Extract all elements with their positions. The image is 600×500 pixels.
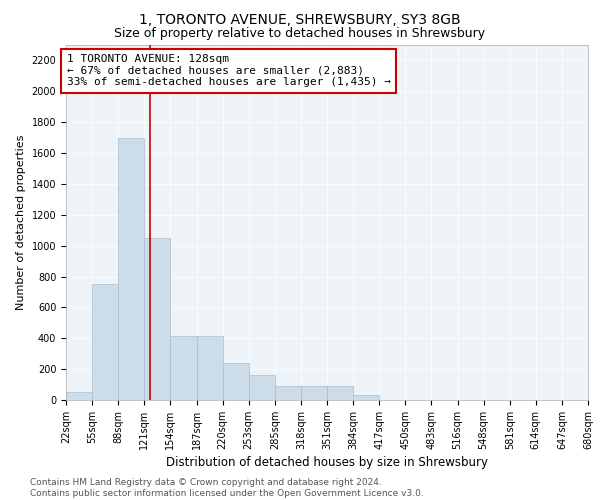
Bar	[353, 396, 379, 400]
Bar	[249, 376, 275, 400]
Y-axis label: Number of detached properties: Number of detached properties	[16, 135, 26, 310]
Bar	[301, 386, 327, 400]
Bar	[118, 138, 144, 400]
Text: Contains HM Land Registry data © Crown copyright and database right 2024.
Contai: Contains HM Land Registry data © Crown c…	[30, 478, 424, 498]
Bar	[145, 238, 170, 400]
Bar	[197, 336, 223, 400]
Bar	[92, 284, 118, 400]
Bar	[275, 386, 301, 400]
Text: Size of property relative to detached houses in Shrewsbury: Size of property relative to detached ho…	[115, 28, 485, 40]
Bar	[170, 336, 197, 400]
Text: 1 TORONTO AVENUE: 128sqm
← 67% of detached houses are smaller (2,883)
33% of sem: 1 TORONTO AVENUE: 128sqm ← 67% of detach…	[67, 54, 391, 88]
X-axis label: Distribution of detached houses by size in Shrewsbury: Distribution of detached houses by size …	[166, 456, 488, 469]
Bar	[327, 386, 353, 400]
Text: 1, TORONTO AVENUE, SHREWSBURY, SY3 8GB: 1, TORONTO AVENUE, SHREWSBURY, SY3 8GB	[139, 12, 461, 26]
Bar	[223, 363, 249, 400]
Bar	[66, 392, 92, 400]
